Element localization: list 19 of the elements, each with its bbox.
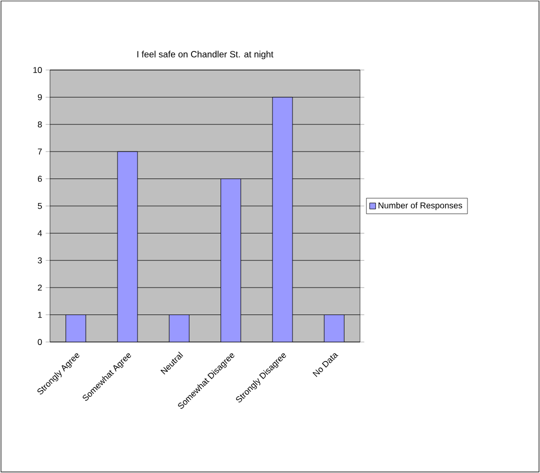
chart-title: I feel safe on Chandler St. at night <box>137 50 274 60</box>
bar <box>324 314 344 342</box>
y-tick-label: 6 <box>38 176 42 182</box>
y-tick-label: 9 <box>38 94 42 100</box>
bar <box>220 178 242 342</box>
y-tick-label: 4 <box>38 230 42 236</box>
y-tick-label: 10 <box>33 66 42 73</box>
y-tick-label: 8 <box>38 121 42 128</box>
y-tick-label: 2 <box>38 284 42 291</box>
y-tick-label: 0 <box>38 338 42 345</box>
y-tick-label: 1 <box>38 312 42 318</box>
y-tick-label: 5 <box>38 203 42 209</box>
y-tick-label: 3 <box>38 257 42 264</box>
bar <box>66 314 86 342</box>
bar <box>117 151 138 342</box>
bar <box>272 96 293 342</box>
bar <box>168 314 190 342</box>
legend-label: Number of Responses <box>378 202 462 210</box>
y-tick-label: 7 <box>38 148 42 155</box>
